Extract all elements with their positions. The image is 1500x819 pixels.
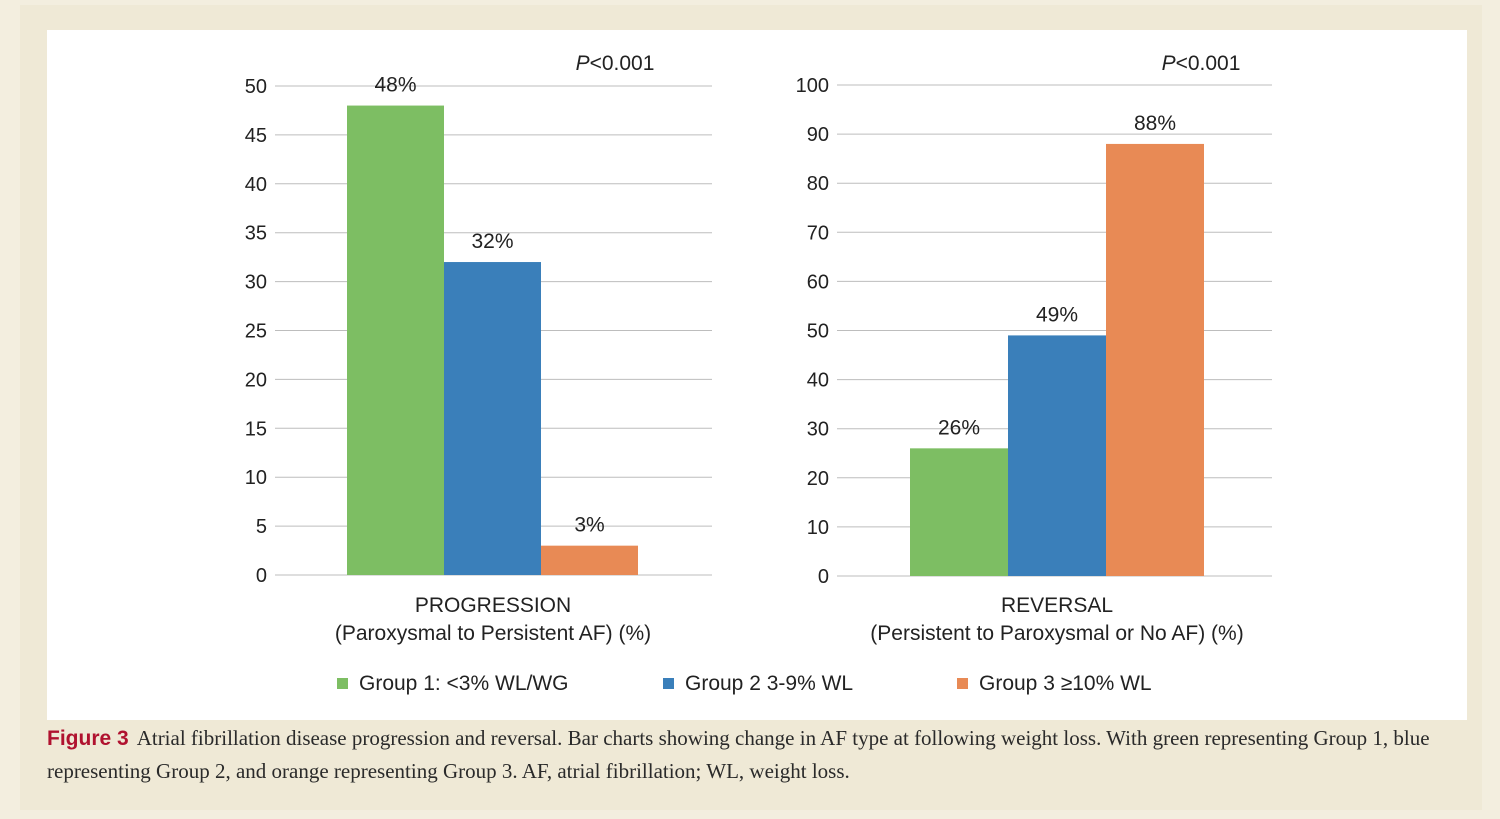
data-label: 26% <box>938 416 980 439</box>
y-tick-label: 5 <box>256 516 267 538</box>
y-tick-label: 25 <box>245 321 267 343</box>
y-tick-label: 50 <box>807 321 829 343</box>
data-label: 32% <box>471 230 513 253</box>
figure-label: Figure 3 <box>47 727 129 750</box>
x-axis-sublabel: (Persistent to Paroxysmal or No AF) (%) <box>870 622 1243 645</box>
caption-text: Atrial fibrillation disease progression … <box>47 726 1430 783</box>
y-tick-label: 0 <box>818 566 829 588</box>
y-tick-label: 45 <box>245 125 267 147</box>
bar <box>444 262 541 575</box>
data-label: 3% <box>574 514 604 537</box>
y-tick-label: 30 <box>245 272 267 294</box>
data-label: 49% <box>1036 303 1078 326</box>
y-tick-label: 0 <box>256 565 267 587</box>
bar <box>347 105 444 575</box>
y-tick-label: 35 <box>245 223 267 245</box>
legend-label: Group 1: <3% WL/WG <box>359 672 569 695</box>
legend-label: Group 3 ≥10% WL <box>979 672 1152 695</box>
y-tick-label: 40 <box>245 174 267 196</box>
legend-swatch <box>337 678 348 689</box>
y-tick-label: 100 <box>796 75 829 97</box>
y-tick-label: 30 <box>807 419 829 441</box>
y-tick-label: 50 <box>245 76 267 98</box>
y-tick-label: 40 <box>807 370 829 392</box>
y-tick-label: 20 <box>245 369 267 391</box>
y-tick-label: 70 <box>807 222 829 244</box>
legend-label: Group 2 3-9% WL <box>685 672 853 695</box>
y-tick-label: 90 <box>807 124 829 146</box>
figure-caption: Figure 3 Atrial fibrillation disease prog… <box>47 722 1477 787</box>
chart-area: 0 5 10 15 20 25 30 35 40 45 50 48% 32% 3% P<0.001 PROGR… <box>47 30 1467 720</box>
y-tick-label: 10 <box>245 467 267 489</box>
bar <box>541 545 638 575</box>
legend-swatch <box>663 678 674 689</box>
data-label: 48% <box>374 74 416 97</box>
data-label: 88% <box>1134 112 1176 135</box>
x-axis-label: PROGRESSION <box>415 594 571 617</box>
x-axis-sublabel: (Paroxysmal to Persistent AF) (%) <box>335 622 651 645</box>
bar <box>1106 143 1204 577</box>
y-tick-label: 10 <box>807 517 829 539</box>
p-value-annotation: P<0.001 <box>576 52 655 75</box>
bar <box>1008 335 1106 576</box>
bar-charts: 0 5 10 15 20 25 30 35 40 45 50 48% 32% 3% P<0.001 PROGR… <box>245 52 1272 695</box>
p-value-annotation: P<0.001 <box>1162 52 1241 75</box>
y-tick-label: 20 <box>807 468 829 490</box>
y-tick-label: 60 <box>807 271 829 293</box>
x-axis-label: REVERSAL <box>1001 594 1113 617</box>
y-tick-label: 80 <box>807 173 829 195</box>
legend-swatch <box>957 678 968 689</box>
bar <box>910 448 1008 576</box>
y-tick-label: 15 <box>245 418 267 440</box>
